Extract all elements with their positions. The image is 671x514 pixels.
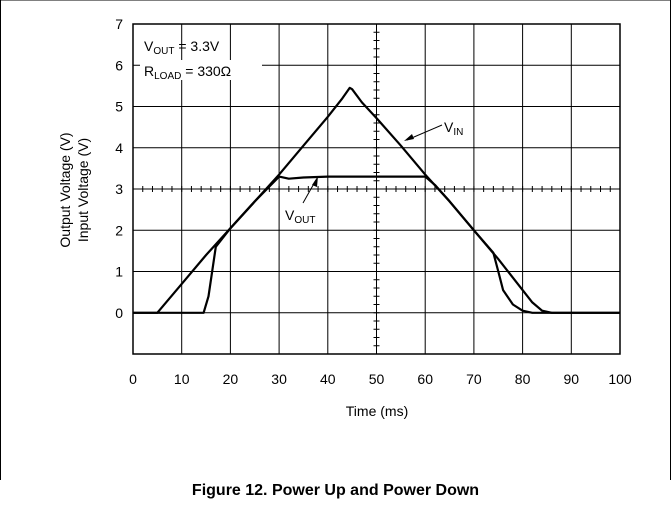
series-label-vin-subscript: IN — [453, 127, 463, 138]
x-axis-label: Time (ms) — [346, 403, 408, 419]
y-tick-label: 2 — [115, 222, 123, 238]
x-tick-labels: 0 10 20 30 40 50 60 70 80 90 100 — [129, 371, 632, 387]
x-tick-label: 100 — [608, 371, 632, 387]
y-tick-label: 3 — [115, 181, 123, 197]
y-tick-label: 0 — [115, 305, 123, 321]
x-tick-label: 0 — [129, 371, 137, 387]
x-tick-label: 20 — [223, 371, 239, 387]
condition-rload-backdrop — [140, 60, 262, 80]
series-label-vout-symbol: V — [285, 207, 295, 223]
y-tick-labels: 0 1 2 3 4 5 6 7 — [115, 16, 123, 321]
svg-text:VOUT = 3.3V: VOUT = 3.3V — [144, 38, 220, 57]
svg-text:VIN: VIN — [444, 119, 463, 138]
annotation-vout: VOUT — [285, 176, 318, 226]
y-axis-label-input: Input Voltage (V) — [75, 138, 91, 242]
annotation-vout-arrowhead — [312, 176, 318, 187]
condition-rload-value: = 330Ω — [181, 63, 231, 79]
series-label-vout-subscript: OUT — [294, 215, 315, 226]
y-axis-label-output: Output Voltage (V) — [57, 132, 73, 247]
svg-text:VOUT: VOUT — [285, 207, 315, 226]
y-tick-label: 7 — [115, 16, 123, 32]
series-label-vin-symbol: V — [444, 119, 454, 135]
condition-vout: VOUT = 3.3V — [144, 38, 220, 57]
x-tick-label: 10 — [174, 371, 190, 387]
condition-rload: RLOAD = 330Ω — [140, 60, 262, 82]
x-tick-label: 50 — [369, 371, 385, 387]
y-tick-label: 6 — [115, 57, 123, 73]
annotation-vin: VIN — [404, 119, 463, 141]
condition-vout-value: = 3.3V — [174, 38, 219, 54]
x-tick-label: 60 — [417, 371, 433, 387]
y-tick-label: 5 — [115, 99, 123, 115]
x-tick-label: 30 — [271, 371, 287, 387]
x-tick-label: 90 — [564, 371, 580, 387]
y-tick-label: 4 — [115, 140, 123, 156]
x-tick-label: 80 — [515, 371, 531, 387]
condition-rload-symbol: R — [144, 63, 154, 79]
series-line-vout — [133, 175, 620, 314]
figure-caption: Figure 12. Power Up and Power Down — [191, 482, 480, 499]
condition-vout-subscript: OUT — [153, 46, 174, 57]
y-tick-label: 1 — [115, 264, 123, 280]
condition-vout-symbol: V — [144, 38, 154, 54]
x-tick-label: 70 — [466, 371, 482, 387]
series-layer — [133, 86, 620, 314]
x-tick-label: 40 — [320, 371, 336, 387]
svg-text:RLOAD = 330Ω: RLOAD = 330Ω — [144, 63, 231, 82]
annotation-vin-arrowhead — [404, 134, 414, 141]
chart: 0 10 20 30 40 50 60 70 80 90 100 0 1 2 3 4 5 6 7 Time (ms… — [0, 0, 671, 480]
plot-area-border — [132, 23, 621, 355]
condition-rload-subscript: LOAD — [154, 71, 181, 82]
